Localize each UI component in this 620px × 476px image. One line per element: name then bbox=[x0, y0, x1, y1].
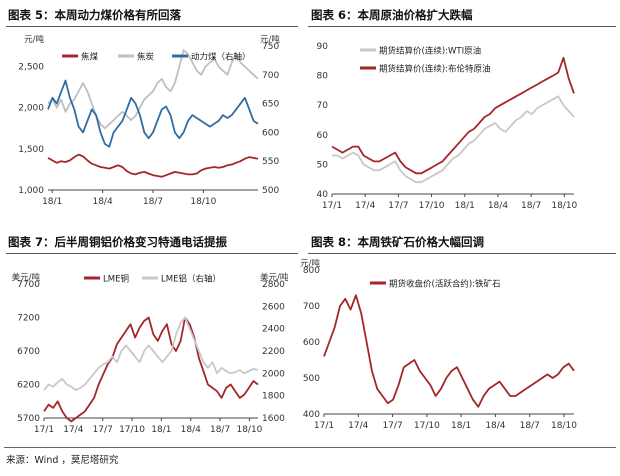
chart-7-x-tick-5: 18/4 bbox=[181, 425, 201, 435]
chart-7-y-right-tick-6: 2800 bbox=[262, 280, 285, 290]
chart-5-y-right-tick-0: 500 bbox=[262, 186, 279, 196]
chart-6-x-tick-3: 17/10 bbox=[419, 201, 445, 211]
chart-6-x-tick-0: 17/1 bbox=[322, 201, 342, 211]
chart-7-title-rule bbox=[6, 253, 298, 254]
chart-8-y-left-tick-2: 600 bbox=[303, 338, 320, 348]
chart-7-x-tick-4: 18/1 bbox=[151, 425, 171, 435]
chart-8-x-tick-6: 18/7 bbox=[520, 421, 540, 431]
chart-8-x-tick-1: 17/4 bbox=[348, 421, 368, 431]
chart-8-y-left-tick-4: 800 bbox=[303, 266, 320, 276]
chart-7-y-right-tick-2: 2000 bbox=[262, 369, 285, 379]
chart-5-series-line-2 bbox=[47, 79, 259, 148]
chart-6-x-tick-7: 18/10 bbox=[551, 201, 577, 211]
chart-7-y-left-tick-3: 7200 bbox=[17, 314, 40, 324]
chart-5-series-line-1 bbox=[47, 49, 259, 130]
chart-6-series-line-0 bbox=[332, 95, 575, 184]
chart-5-x-tick-0: 18/1 bbox=[42, 197, 62, 207]
chart-7-left-unit: 美元/吨 bbox=[12, 272, 41, 283]
chart-6-legend-label-0: 期货结算价(连续):WTI原油 bbox=[379, 46, 481, 57]
chart-6-x-tick-6: 18/7 bbox=[521, 201, 541, 211]
chart-5-y-right-tick-4: 700 bbox=[262, 71, 279, 81]
chart-5-right-unit: 元/吨 bbox=[260, 34, 280, 45]
chart-8-x-tick-5: 18/4 bbox=[485, 421, 505, 431]
chart-6-y-left-tick-5: 90 bbox=[317, 42, 329, 52]
chart-7-series-line-0 bbox=[43, 316, 259, 423]
chart-6-y-left-tick-0: 40 bbox=[317, 190, 329, 200]
chart-8-y-left-tick-1: 500 bbox=[303, 374, 320, 384]
chart-5-y-left-tick-1: 1,500 bbox=[18, 145, 44, 155]
chart-5-y-left-tick-0: 1,000 bbox=[18, 186, 44, 196]
chart-8-y-left-tick-3: 700 bbox=[303, 302, 320, 312]
chart-8-title-rule bbox=[308, 253, 616, 254]
chart-6-x-tick-2: 17/7 bbox=[388, 201, 408, 211]
chart-6-y-left-tick-2: 60 bbox=[317, 131, 329, 141]
chart-8-series-line-0 bbox=[323, 294, 575, 408]
chart-6-title-rule bbox=[308, 26, 616, 27]
chart-6-x-tick-1: 17/4 bbox=[355, 201, 375, 211]
chart-5-y-left-tick-3: 2,500 bbox=[18, 63, 44, 73]
chart-7-legend-label-0: LME铜 bbox=[103, 274, 129, 285]
chart-8-legend-label-0: 期货收盘价(活跃合约):铁矿石 bbox=[389, 279, 501, 290]
chart-7-x-tick-6: 18/7 bbox=[210, 425, 230, 435]
chart-5-x-tick-1: 18/4 bbox=[92, 197, 112, 207]
chart-7-series-line-1 bbox=[43, 316, 259, 392]
chart-7-y-right-tick-5: 2600 bbox=[262, 302, 285, 312]
chart-7-y-left-tick-4: 7700 bbox=[17, 280, 40, 290]
chart-7-y-right-tick-0: 1600 bbox=[262, 414, 285, 424]
chart-8-y-left-tick-0: 400 bbox=[303, 410, 320, 420]
chart-8-x-tick-7: 18/10 bbox=[551, 421, 577, 431]
chart-8-x-tick-0: 17/1 bbox=[314, 421, 334, 431]
chart-7-y-right-tick-3: 2200 bbox=[262, 347, 285, 357]
chart-5-left-unit: 元/吨 bbox=[24, 34, 44, 45]
chart-6-x-tick-4: 18/1 bbox=[455, 201, 475, 211]
chart-8-x-tick-4: 18/1 bbox=[451, 421, 471, 431]
chart-7-x-tick-0: 17/1 bbox=[34, 425, 54, 435]
chart-8-x-tick-2: 17/7 bbox=[382, 421, 402, 431]
chart-7-y-left-tick-1: 6200 bbox=[17, 381, 40, 391]
chart-5-y-right-tick-2: 600 bbox=[262, 128, 279, 138]
chart-5-y-right-tick-1: 550 bbox=[262, 157, 279, 167]
chart-5-y-left-tick-2: 2,000 bbox=[18, 104, 44, 114]
chart-7-right-unit: 美元/吨 bbox=[260, 272, 289, 283]
chart-7-x-tick-1: 17/4 bbox=[63, 425, 83, 435]
chart-8-x-tick-3: 17/10 bbox=[414, 421, 440, 431]
source-note: 来源：Wind ，莫尼塔研究 bbox=[6, 455, 119, 466]
source-rule bbox=[4, 447, 616, 448]
chart-5-title: 图表 5：本周动力煤价格有所回落 bbox=[8, 8, 182, 22]
chart-5-y-right-tick-5: 750 bbox=[262, 42, 279, 52]
chart-6-y-left-tick-3: 70 bbox=[317, 101, 329, 111]
chart-6-legend-label-1: 期货结算价(连续):布伦特原油 bbox=[379, 64, 491, 75]
chart-5-series-line-0 bbox=[47, 153, 259, 178]
chart-5-y-right-tick-3: 650 bbox=[262, 100, 279, 110]
chart-7-title: 图表 7：后半周铜铝价格变习特通电话提振 bbox=[8, 235, 228, 249]
chart-5-x-tick-2: 18/7 bbox=[143, 197, 163, 207]
chart-7-y-left-tick-0: 5700 bbox=[17, 414, 40, 424]
chart-5-legend-label-0: 焦煤 bbox=[81, 52, 99, 63]
chart-5-legend-label-2: 动力煤（右轴） bbox=[191, 52, 251, 63]
chart-5-title-rule bbox=[6, 26, 298, 27]
chart-6-y-left-tick-4: 80 bbox=[317, 72, 329, 82]
chart-8-title: 图表 8：本周铁矿石价格大幅回调 bbox=[311, 235, 485, 249]
chart-7-x-tick-7: 18/10 bbox=[236, 425, 262, 435]
chart-6-y-left-tick-1: 50 bbox=[317, 160, 329, 170]
chart-6-series-line-1 bbox=[331, 56, 575, 175]
chart-6-x-tick-5: 18/4 bbox=[488, 201, 508, 211]
chart-7-y-right-tick-1: 1800 bbox=[262, 392, 285, 402]
chart-6-title: 图表 6：本周原油价格扩大跌幅 bbox=[311, 8, 473, 22]
chart-7-y-right-tick-4: 2400 bbox=[262, 325, 285, 335]
chart-5-legend-label-1: 焦炭 bbox=[137, 52, 155, 63]
chart-7-legend-label-1: LME铝（右轴） bbox=[161, 274, 221, 285]
chart-8-left-unit: 元/吨 bbox=[300, 258, 320, 269]
chart-7-y-left-tick-2: 6700 bbox=[17, 347, 40, 357]
chart-7-x-tick-3: 17/10 bbox=[119, 425, 145, 435]
chart-5-x-tick-3: 18/10 bbox=[190, 197, 216, 207]
chart-7-x-tick-2: 17/7 bbox=[93, 425, 113, 435]
